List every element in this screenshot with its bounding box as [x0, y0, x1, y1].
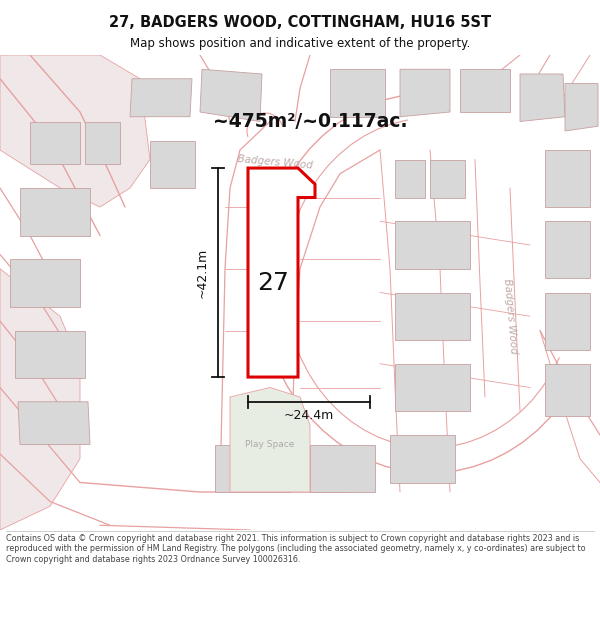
- Polygon shape: [18, 402, 90, 444]
- Polygon shape: [200, 69, 262, 121]
- Polygon shape: [150, 141, 195, 188]
- Text: Badgers Wood: Badgers Wood: [502, 278, 518, 354]
- Text: 27, BADGERS WOOD, COTTINGHAM, HU16 5ST: 27, BADGERS WOOD, COTTINGHAM, HU16 5ST: [109, 16, 491, 31]
- Polygon shape: [395, 364, 470, 411]
- Polygon shape: [0, 55, 150, 207]
- Polygon shape: [215, 444, 290, 492]
- Polygon shape: [30, 121, 80, 164]
- Polygon shape: [430, 159, 465, 198]
- Polygon shape: [130, 79, 192, 117]
- Polygon shape: [545, 364, 590, 416]
- Polygon shape: [545, 221, 590, 278]
- Polygon shape: [545, 150, 590, 207]
- Text: Badgers Wood: Badgers Wood: [237, 154, 313, 170]
- Polygon shape: [520, 74, 565, 121]
- Polygon shape: [395, 292, 470, 340]
- Polygon shape: [565, 84, 598, 131]
- Polygon shape: [10, 259, 80, 307]
- Polygon shape: [85, 121, 120, 164]
- Text: ~42.1m: ~42.1m: [196, 248, 209, 298]
- Polygon shape: [330, 69, 385, 117]
- Polygon shape: [0, 269, 80, 530]
- Text: Contains OS data © Crown copyright and database right 2021. This information is : Contains OS data © Crown copyright and d…: [6, 534, 586, 564]
- Polygon shape: [395, 221, 470, 269]
- Polygon shape: [545, 292, 590, 349]
- Polygon shape: [390, 435, 455, 482]
- Polygon shape: [395, 159, 425, 198]
- Polygon shape: [248, 168, 315, 377]
- Polygon shape: [400, 69, 450, 117]
- Text: 27: 27: [257, 271, 289, 295]
- Text: ~475m²/~0.117ac.: ~475m²/~0.117ac.: [213, 112, 407, 131]
- Polygon shape: [230, 388, 310, 492]
- Text: Map shows position and indicative extent of the property.: Map shows position and indicative extent…: [130, 38, 470, 51]
- Text: ~24.4m: ~24.4m: [284, 409, 334, 422]
- Polygon shape: [460, 69, 510, 112]
- Polygon shape: [310, 444, 375, 492]
- Polygon shape: [15, 331, 85, 378]
- Text: Play Space: Play Space: [245, 440, 295, 449]
- Polygon shape: [20, 188, 90, 236]
